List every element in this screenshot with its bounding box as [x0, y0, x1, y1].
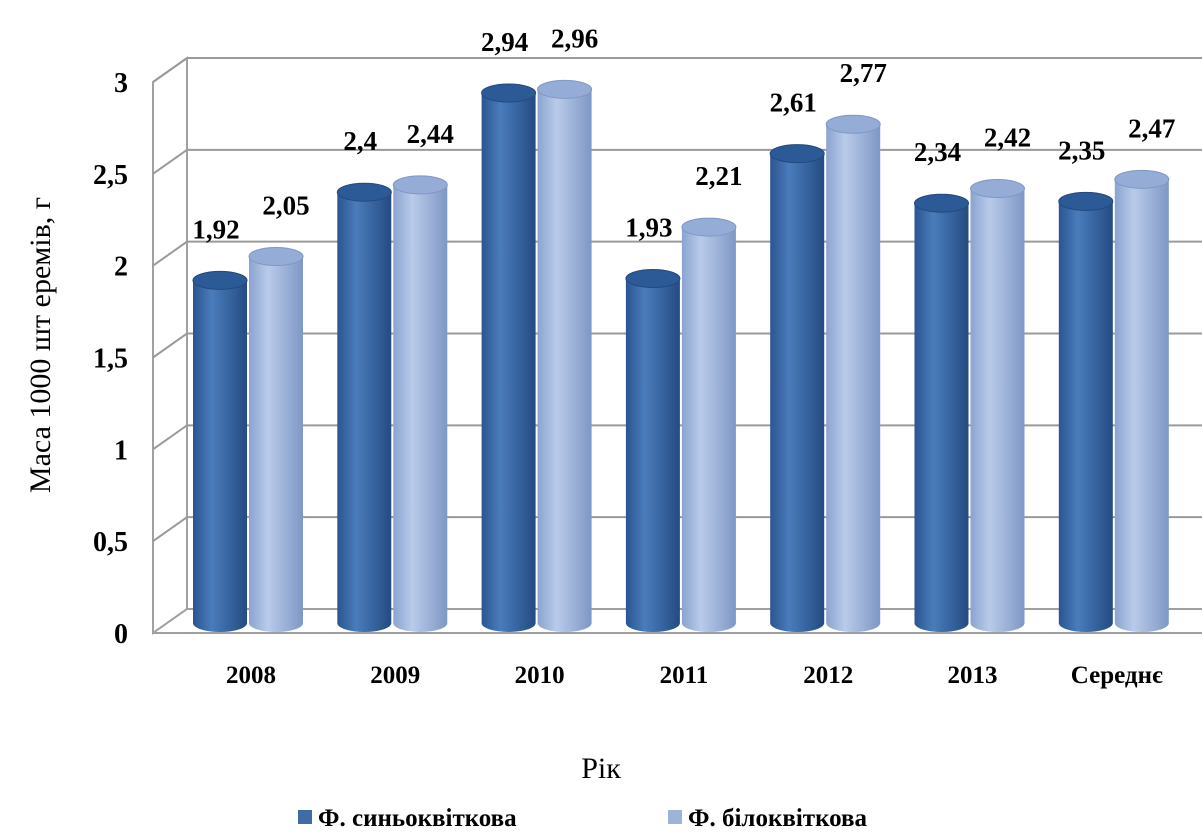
bar-body — [970, 188, 1025, 632]
bar-top — [1058, 191, 1114, 211]
bar-top — [248, 246, 304, 266]
y-tick-label: 2 — [114, 252, 128, 283]
bar-top — [825, 114, 881, 134]
bar — [1058, 191, 1114, 632]
data-label: 2,4 — [343, 126, 377, 156]
data-label: 2,05 — [262, 190, 309, 220]
bar — [392, 175, 448, 632]
bar-top — [914, 193, 969, 213]
y-axis-title: Маса 1000 шт еремів, г — [24, 197, 57, 493]
bar — [681, 217, 737, 632]
bar-top — [392, 175, 448, 195]
data-label: 2,94 — [481, 27, 528, 57]
x-tick-label: 2011 — [660, 662, 709, 689]
bar-body — [625, 278, 680, 632]
gridline — [152, 57, 1202, 83]
bar-body — [914, 203, 969, 632]
bar — [537, 79, 593, 632]
data-label: 2,44 — [407, 119, 454, 149]
legend-label-light: Ф. білоквіткова — [688, 805, 868, 832]
x-axis-title: Рік — [581, 752, 621, 785]
bar — [1114, 169, 1170, 633]
bar — [970, 179, 1025, 632]
y-tick-label: 1 — [114, 435, 128, 466]
bar — [769, 144, 825, 632]
data-label: 1,93 — [625, 213, 672, 243]
legend-swatch-light — [668, 810, 682, 824]
bar-top — [681, 217, 737, 237]
y-tick-label: 0 — [114, 619, 128, 650]
bar — [192, 270, 248, 632]
data-label: 2,96 — [551, 23, 598, 53]
x-tick-label: 2008 — [226, 662, 276, 689]
x-tick-label: 2010 — [515, 662, 565, 689]
bar-body — [337, 192, 392, 632]
bar — [625, 269, 681, 632]
bar-top — [192, 270, 248, 290]
bar — [825, 114, 881, 632]
bar-body — [770, 153, 825, 632]
y-tick-label: 1,5 — [93, 344, 128, 375]
bar — [914, 193, 969, 632]
bar-body — [537, 89, 592, 632]
bar-top — [336, 182, 392, 202]
bar — [336, 182, 392, 632]
data-label: 2,34 — [914, 137, 961, 167]
x-tick-label: 2009 — [370, 662, 420, 689]
legend: Ф. синьоквіткова Ф. білоквіткова — [298, 805, 868, 832]
x-tick-label: Середнє — [1071, 662, 1163, 689]
gridlines — [152, 57, 1202, 542]
x-tick-label: 2012 — [803, 662, 853, 689]
data-label: 2,47 — [1128, 113, 1175, 143]
bar-body — [249, 256, 303, 632]
data-label: 1,92 — [192, 214, 239, 244]
bar-body — [1114, 179, 1169, 633]
bar-body — [393, 184, 448, 632]
bar — [481, 83, 537, 632]
data-label: 2,77 — [840, 58, 887, 88]
bar-body — [826, 124, 881, 632]
x-axis-ticks: 2008 2009 2010 2011 2012 2013 Середнє — [226, 662, 1163, 689]
y-tick-label: 3 — [114, 68, 128, 99]
y-axis-ticks: 0 0,5 1 1,5 2 2,5 3 — [93, 68, 128, 650]
bars — [192, 79, 1170, 633]
bar-top — [625, 269, 681, 289]
gridline — [152, 240, 1202, 267]
bar-top — [537, 79, 593, 99]
bar-body — [1058, 201, 1113, 632]
bar-body — [681, 227, 736, 632]
bar-top — [970, 179, 1025, 199]
bar-body — [481, 93, 536, 632]
data-label: 2,35 — [1058, 135, 1105, 165]
data-label: 2,42 — [984, 123, 1031, 153]
legend-label-blue: Ф. синьоквіткова — [318, 805, 517, 832]
y-tick-label: 2,5 — [93, 160, 128, 191]
data-labels: 1,92 2,05 2,4 2,44 2,94 2,96 1,93 2,21 2,61 2,77 2… — [192, 23, 1175, 244]
bar — [248, 246, 304, 632]
x-tick-label: 2013 — [948, 662, 998, 689]
legend-swatch-blue — [298, 810, 312, 824]
bar-top — [769, 144, 825, 164]
y-tick-label: 0,5 — [93, 527, 128, 558]
bar-top — [481, 83, 537, 103]
data-label: 2,61 — [770, 88, 817, 118]
gridline — [152, 148, 1202, 175]
data-label: 2,21 — [695, 161, 742, 191]
bar-body — [193, 280, 247, 632]
bar-top — [1114, 169, 1170, 189]
